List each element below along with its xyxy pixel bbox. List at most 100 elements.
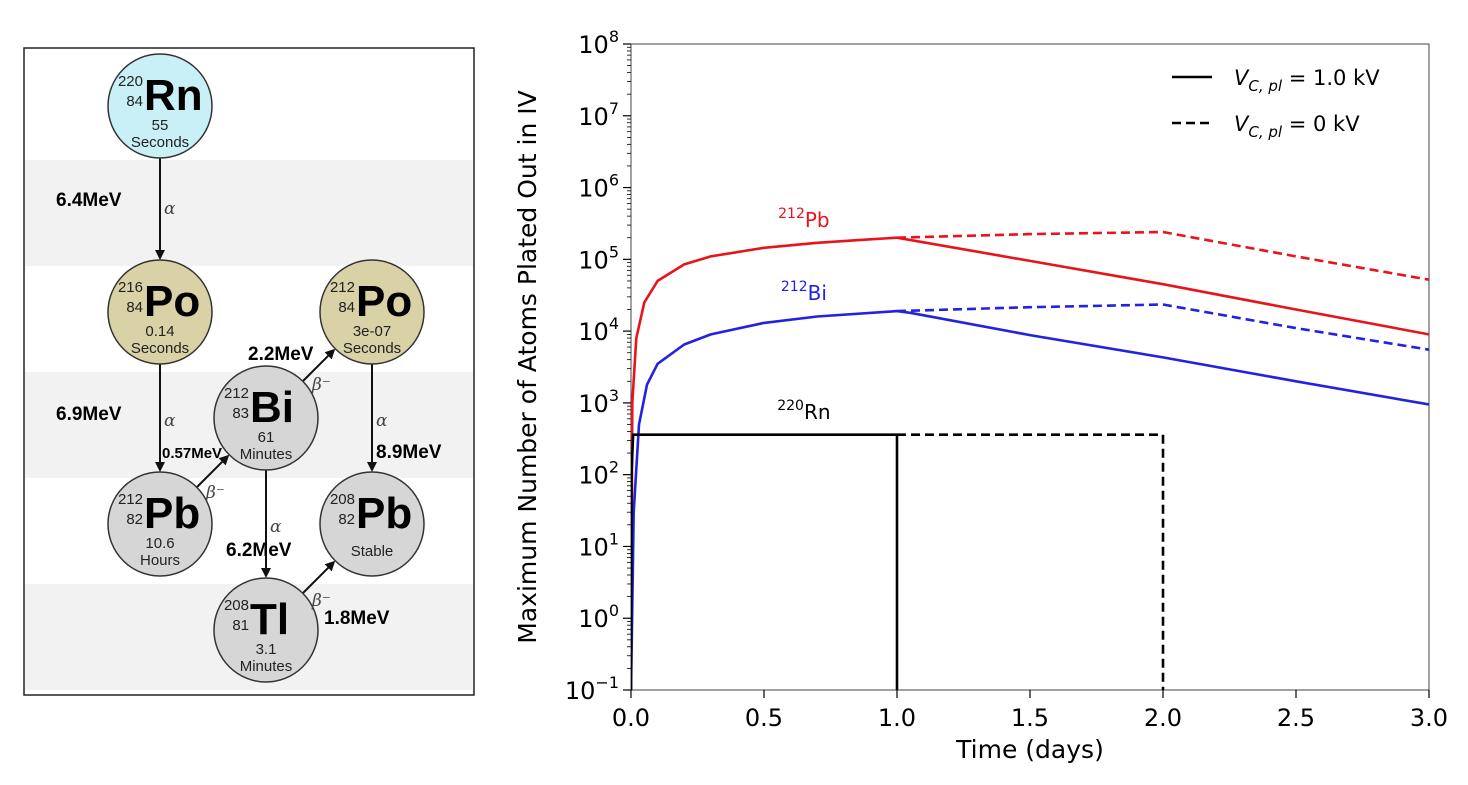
decay-arrow-pb212-bi212 bbox=[196, 454, 230, 488]
nuclide-atomic-number: 83 bbox=[232, 405, 249, 422]
nuclide-circle bbox=[213, 365, 319, 471]
x-tick-label: 0.5 bbox=[745, 704, 783, 732]
x-tick-label: 2.0 bbox=[1144, 704, 1182, 732]
decay-energy-label: 0.57MeV bbox=[162, 445, 222, 462]
y-tick-label: 103 bbox=[578, 386, 619, 418]
decay-mode-label: β⁻ bbox=[311, 591, 331, 611]
decay-arrow-bi212-po212 bbox=[302, 348, 336, 382]
nuclide-halflife-unit: Stable bbox=[351, 543, 394, 560]
legend: VC, pl = 1.0 kV VC, pl = 0 kV bbox=[1172, 66, 1380, 141]
nuclide-halflife: 10.6 bbox=[145, 535, 174, 552]
nuclide-symbol: Pb bbox=[356, 489, 412, 538]
x-tick-label: 2.5 bbox=[1277, 704, 1315, 732]
nuclide-circle bbox=[213, 577, 319, 683]
annotation-212Bi: 212Bi bbox=[781, 279, 827, 305]
nuclide-mass: 208 bbox=[224, 597, 249, 614]
nuclide-circle bbox=[107, 259, 213, 365]
decay-mode-label: β⁻ bbox=[205, 483, 225, 503]
decay-arrows bbox=[155, 158, 377, 594]
nuclide-mass: 212 bbox=[118, 491, 143, 508]
y-tick-label: 105 bbox=[578, 242, 619, 274]
nuclide-circle bbox=[107, 53, 213, 159]
nuclide-mass: 220 bbox=[118, 73, 143, 90]
nuclide-circle bbox=[319, 471, 425, 577]
y-axis-label: Maximum Number of Atoms Plated Out in IV bbox=[513, 90, 542, 643]
band-1 bbox=[25, 160, 473, 266]
y-tick-label: 108 bbox=[578, 27, 619, 59]
nuclide-halflife: 3e-07 bbox=[353, 323, 391, 340]
nuclide-halflife: 0.14 bbox=[145, 323, 174, 340]
nuclide-halflife: 55 bbox=[152, 117, 169, 134]
y-tick-label: 102 bbox=[578, 458, 619, 490]
nuclide-symbol: Tl bbox=[250, 595, 289, 644]
y-tick-label: 101 bbox=[578, 529, 619, 561]
x-tick-label: 0.0 bbox=[612, 704, 650, 732]
nuclide-circle bbox=[107, 471, 213, 577]
decay-mode-label: α bbox=[376, 411, 388, 431]
series-212Bi-solid bbox=[631, 309, 1429, 690]
x-axis-label: Time (days) bbox=[955, 735, 1104, 764]
nuclide-atomic-number: 82 bbox=[338, 511, 355, 528]
annotation-220Rn: 220Rn bbox=[777, 398, 830, 424]
x-tick-label: 3.0 bbox=[1410, 704, 1448, 732]
decay-energy-label: 6.4MeV bbox=[56, 190, 122, 211]
series-212Pb-dashed bbox=[896, 230, 1429, 281]
decay-mode-label: α bbox=[164, 199, 176, 219]
nuclide-atomic-number: 81 bbox=[232, 617, 249, 634]
y-tick-label: 100 bbox=[578, 601, 619, 633]
nuclide-halflife: 3.1 bbox=[256, 641, 277, 658]
decay-mode-label: α bbox=[270, 517, 282, 537]
y-tick-label: 104 bbox=[578, 314, 619, 346]
decay-mode-label: α bbox=[164, 411, 176, 431]
decay-labels: α 6.4MeV α 6.9MeV β⁻ 0.57MeV β⁻ 2.2MeV α 6.2MeV α 8… bbox=[56, 190, 442, 629]
y-tick-label: 107 bbox=[578, 99, 619, 131]
nuclide-symbol: Rn bbox=[144, 71, 203, 120]
y-axis-ticks: 108 107 106 105 104 103 102 101 100 10−1 bbox=[565, 27, 631, 705]
nuclide-halflife-unit: Seconds bbox=[131, 134, 189, 151]
series-220Rn-solid bbox=[631, 433, 899, 690]
nuclide-symbol: Pb bbox=[144, 489, 200, 538]
annotation-212Pb: 212Pb bbox=[778, 206, 830, 232]
nuclide-atomic-number: 84 bbox=[126, 299, 143, 316]
series-annotations: 212Pb 212Bi 220Rn bbox=[777, 206, 830, 424]
y-tick-label: 10−1 bbox=[565, 673, 619, 705]
series-212Bi-dashed bbox=[896, 303, 1429, 351]
nuclide-halflife-unit: Minutes bbox=[240, 658, 293, 675]
nuclide-halflife-unit: Seconds bbox=[343, 340, 401, 357]
nuclide-atomic-number: 82 bbox=[126, 511, 143, 528]
nuclide-halflife: 61 bbox=[258, 429, 275, 446]
decay-energy-label: 6.9MeV bbox=[56, 404, 122, 425]
nuclide-mass: 212 bbox=[330, 279, 355, 296]
series-lines bbox=[631, 230, 1429, 690]
nuclide-pb208: 208 82 Pb Stable bbox=[319, 471, 425, 577]
nuclide-symbol: Bi bbox=[250, 383, 294, 432]
decay-energy-label: 6.2MeV bbox=[226, 540, 292, 561]
nuclide-halflife-unit: Minutes bbox=[240, 446, 293, 463]
nuclide-atomic-number: 84 bbox=[126, 93, 143, 110]
nuclide-mass: 216 bbox=[118, 279, 143, 296]
decay-arrow-tl208-pb208 bbox=[302, 560, 336, 594]
decay-energy-label: 8.9MeV bbox=[376, 442, 442, 463]
y-tick-label: 106 bbox=[578, 171, 619, 203]
series-220Rn-dashed bbox=[897, 433, 1165, 690]
legend-label: VC, pl = 0 kV bbox=[1234, 112, 1360, 141]
nuclide-halflife-unit: Seconds bbox=[131, 340, 189, 357]
series-212Pb-solid bbox=[631, 236, 1429, 690]
nuclide-circle bbox=[319, 259, 425, 365]
nuclide-mass: 212 bbox=[224, 385, 249, 402]
decay-energy-label: 1.8MeV bbox=[324, 608, 390, 629]
nuclide-halflife-unit: Hours bbox=[140, 552, 180, 569]
nuclide-atomic-number: 84 bbox=[338, 299, 355, 316]
nuclide-symbol: Po bbox=[144, 277, 200, 326]
nuclide-symbol: Po bbox=[356, 277, 412, 326]
nuclide-mass: 208 bbox=[330, 491, 355, 508]
decay-energy-label: 2.2MeV bbox=[248, 344, 314, 365]
x-axis-ticks: 0.0 0.5 1.0 1.5 2.0 2.5 3.0 bbox=[612, 690, 1448, 732]
